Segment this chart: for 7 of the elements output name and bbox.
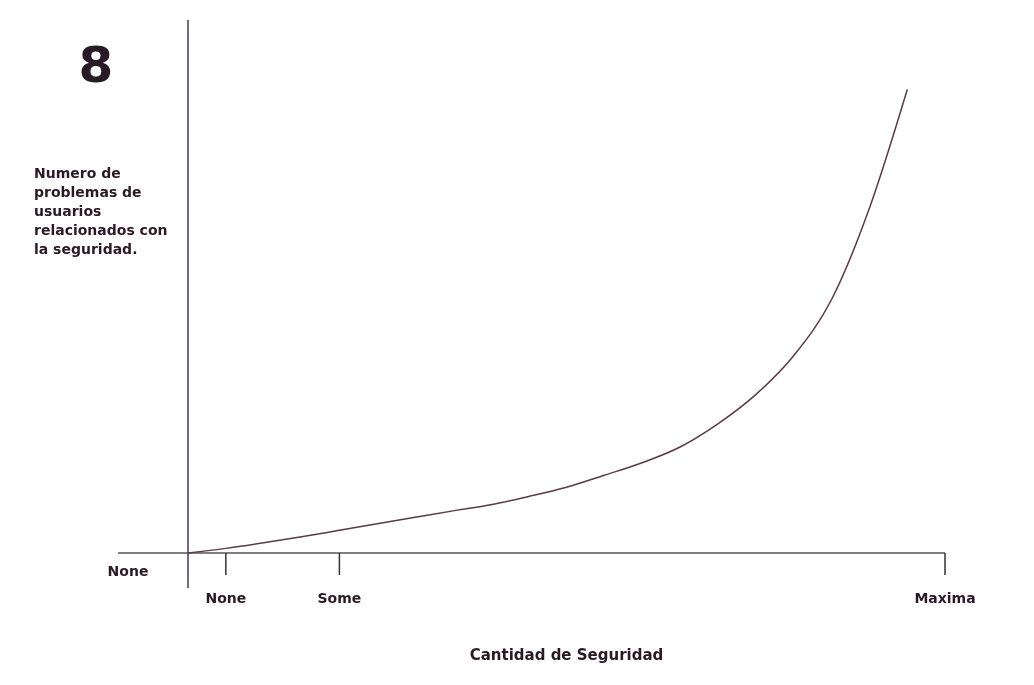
text: None <box>107 563 149 579</box>
x-tick-label: None <box>205 590 247 606</box>
x-tick-label: Some <box>317 590 362 606</box>
y-axis-title: Numero de problemas de usuarios relacionados con la seguridad. <box>34 165 168 257</box>
x-axis-title: Cantidad de Seguridad <box>469 646 664 664</box>
text: 8 <box>78 36 114 94</box>
x-tick-label: Maxima <box>914 590 976 606</box>
